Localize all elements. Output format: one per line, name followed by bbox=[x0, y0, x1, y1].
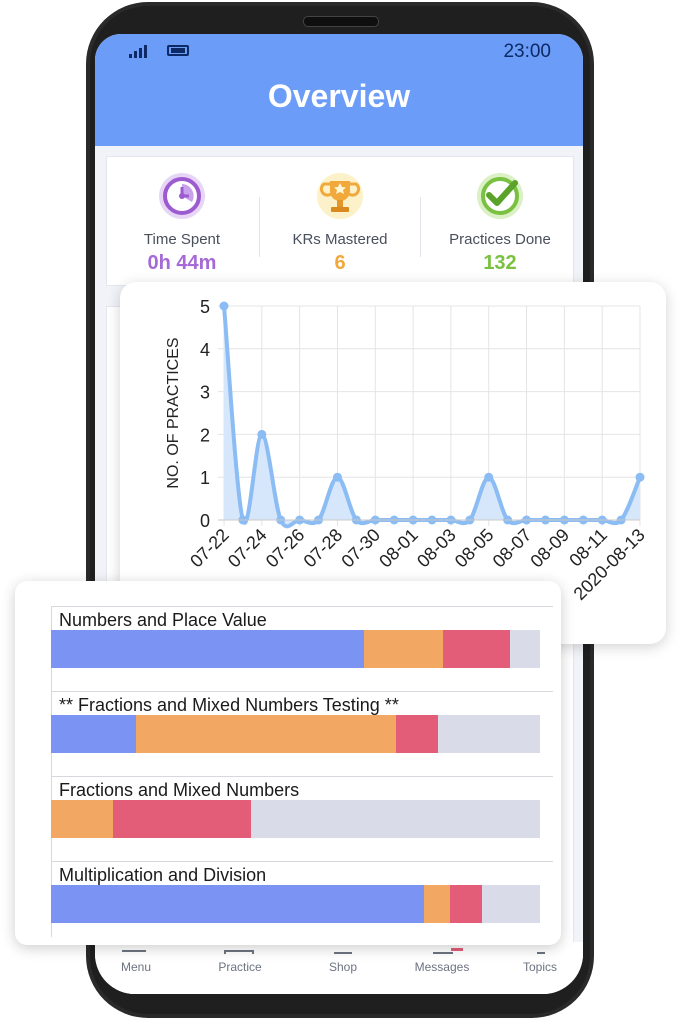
progress-segment-gray bbox=[510, 630, 540, 668]
x-tick-label: 07-22 bbox=[186, 525, 233, 572]
page-title: Overview bbox=[267, 78, 411, 114]
nav-item-menu[interactable]: Menu bbox=[95, 950, 181, 974]
topic-divider bbox=[51, 861, 553, 862]
topics-progress-card: Numbers and Place Value ** Fractions and … bbox=[15, 581, 561, 945]
topic-progress-bar[interactable] bbox=[51, 715, 540, 753]
nav-label: Messages bbox=[414, 960, 470, 974]
x-tick-label: 08-05 bbox=[451, 525, 498, 572]
progress-segment-red bbox=[443, 630, 511, 668]
progress-segment-gray bbox=[438, 715, 540, 753]
series-line bbox=[222, 305, 642, 529]
data-point bbox=[332, 472, 342, 482]
x-tick-label: 07-24 bbox=[224, 525, 271, 572]
data-point bbox=[635, 472, 645, 482]
topic-divider bbox=[51, 776, 553, 777]
topic-label: Multiplication and Division bbox=[59, 865, 267, 885]
topic-divider bbox=[51, 606, 553, 607]
nav-item-messages[interactable]: Messages bbox=[397, 948, 487, 974]
nav-item-topics[interactable]: Topics bbox=[495, 952, 583, 974]
checkmark-icon bbox=[477, 173, 523, 219]
y-tick-label: 3 bbox=[200, 383, 210, 403]
trophy-icon bbox=[317, 173, 363, 219]
messages-badge bbox=[451, 948, 463, 951]
nav-label: Menu bbox=[120, 960, 152, 974]
status-time: 23:00 bbox=[503, 41, 551, 62]
data-point bbox=[219, 301, 229, 311]
progress-segment-blue bbox=[51, 885, 425, 923]
stat-value: 0h 44m bbox=[147, 252, 217, 274]
topic-label: Fractions and Mixed Numbers bbox=[59, 780, 300, 800]
data-point bbox=[257, 429, 267, 439]
y-tick-label: 4 bbox=[200, 340, 210, 360]
y-axis-label: NO. OF PRACTICES bbox=[165, 337, 182, 488]
topics-axis bbox=[51, 607, 52, 937]
topic-label: ** Fractions and Mixed Numbers Testing *… bbox=[59, 695, 399, 715]
progress-segment-orange bbox=[424, 885, 450, 923]
bell-icon bbox=[433, 950, 453, 954]
stat-value: 132 bbox=[483, 252, 517, 274]
progress-segment-red bbox=[396, 715, 439, 753]
bottom-nav: Menu Practice Shop Messages Topics bbox=[95, 942, 583, 994]
x-tick-label: 08-01 bbox=[375, 525, 422, 572]
y-tick-label: 1 bbox=[200, 468, 210, 488]
stat-label: Time Spent bbox=[143, 231, 221, 248]
nav-item-shop[interactable]: Shop bbox=[298, 952, 388, 974]
nav-label: Practice bbox=[218, 960, 262, 974]
progress-segment-orange bbox=[364, 630, 444, 668]
stat-divider bbox=[420, 197, 421, 257]
y-tick-label: 5 bbox=[200, 297, 210, 317]
progress-segment-red bbox=[113, 800, 251, 838]
battery-icon bbox=[167, 45, 189, 56]
topic-divider bbox=[51, 691, 553, 692]
stat-value: 6 bbox=[334, 252, 346, 274]
practices-line-chart: 01234507-2207-2407-2607-2807-3008-0108-0… bbox=[165, 297, 649, 604]
y-tick-label: 2 bbox=[200, 425, 210, 445]
nav-label: Shop bbox=[328, 960, 358, 974]
x-tick-label: 08-09 bbox=[526, 525, 573, 572]
data-point bbox=[484, 472, 494, 482]
x-tick-label: 07-30 bbox=[337, 525, 384, 572]
clock-icon bbox=[159, 173, 205, 219]
x-tick-label: 07-28 bbox=[300, 525, 347, 572]
progress-segment-orange bbox=[136, 715, 397, 753]
progress-segment-gray bbox=[481, 885, 540, 923]
progress-segment-blue bbox=[51, 715, 137, 753]
menu-icon bbox=[122, 950, 146, 952]
topic-progress-bar[interactable] bbox=[51, 800, 540, 838]
nav-label: Topics bbox=[522, 960, 557, 974]
x-tick-label: 08-03 bbox=[413, 525, 460, 572]
progress-segment-red bbox=[450, 885, 482, 923]
progress-segment-orange bbox=[51, 800, 114, 838]
stat-divider bbox=[259, 197, 260, 257]
x-tick-label: 08-07 bbox=[489, 525, 536, 572]
phone-speaker bbox=[303, 16, 379, 27]
topics-icon bbox=[537, 950, 545, 954]
stat-label: Practices Done bbox=[449, 231, 551, 248]
book-icon bbox=[224, 950, 254, 954]
topic-label: Numbers and Place Value bbox=[59, 610, 267, 630]
stat-label: KRs Mastered bbox=[292, 231, 388, 248]
cart-icon bbox=[334, 950, 352, 954]
series-area bbox=[224, 306, 640, 527]
app-header: 23:00 Overview bbox=[95, 34, 583, 146]
stats-panel: Time Spent 0h 44m KRs Mastered 6 bbox=[106, 156, 574, 286]
topic-progress-bar[interactable] bbox=[51, 630, 540, 668]
y-tick-label: 0 bbox=[200, 511, 210, 531]
topic-progress-bar[interactable] bbox=[51, 885, 540, 923]
nav-item-practice[interactable]: Practice bbox=[195, 950, 285, 974]
progress-segment-gray bbox=[250, 800, 540, 838]
x-tick-label: 07-26 bbox=[262, 525, 309, 572]
progress-segment-blue bbox=[51, 630, 365, 668]
